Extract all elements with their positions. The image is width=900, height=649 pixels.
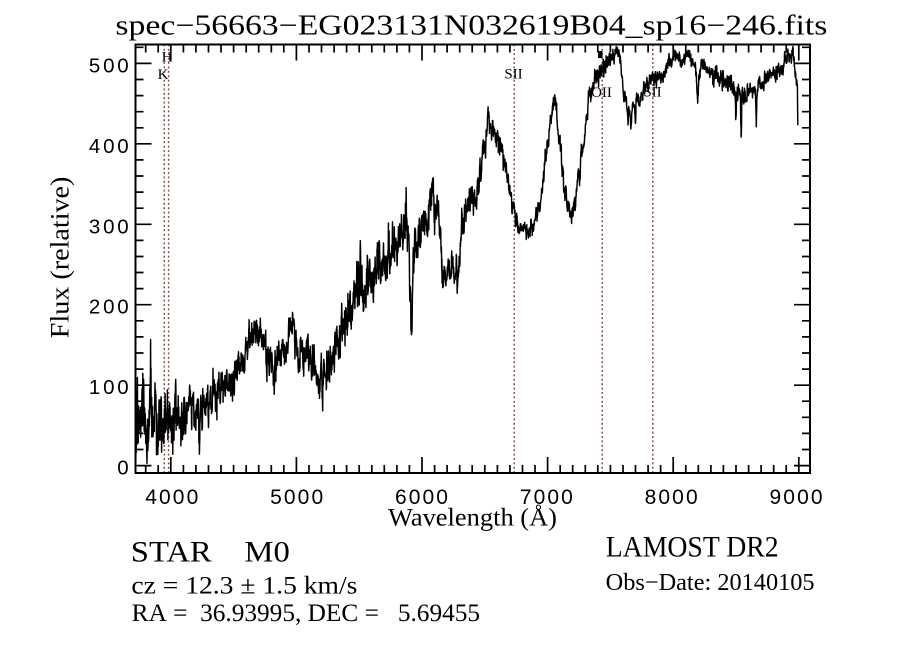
svg-text:cz = 12.3 ± 1.5 km/s: cz = 12.3 ± 1.5 km/s [131,573,357,600]
svg-text:9000: 9000 [770,486,825,509]
svg-text:LAMOST DR2: LAMOST DR2 [606,531,779,564]
svg-text:H: H [162,50,173,66]
svg-text:5000: 5000 [270,486,325,509]
svg-text:Obs−Date: 20140105: Obs−Date: 20140105 [606,570,815,596]
svg-text:4000: 4000 [145,486,200,509]
svg-text:Flux (relative): Flux (relative) [46,177,75,339]
svg-text:SII: SII [504,67,522,83]
svg-text:6000: 6000 [395,486,450,509]
svg-text:RA = 36.93995, DEC = 5.6945: RA = 36.93995, DEC = 5.69455 [132,600,480,627]
svg-text:400: 400 [89,135,132,158]
svg-text:7000: 7000 [520,486,575,509]
svg-text:K: K [158,67,169,83]
svg-text:300: 300 [89,215,132,238]
svg-text:8000: 8000 [645,486,700,509]
svg-text:200: 200 [89,296,132,319]
svg-text:0: 0 [117,457,131,480]
svg-text:500: 500 [89,54,132,77]
svg-text:spec−56663−EG023131N032619B04_: spec−56663−EG023131N032619B04_sp16−246.f… [115,11,827,42]
svg-text:100: 100 [89,376,132,399]
svg-text:SII: SII [643,85,661,101]
svg-text:OII: OII [591,85,612,101]
svg-text:STAR M0: STAR M0 [131,536,290,569]
svg-text:Wavelength (Å): Wavelength (Å) [388,505,557,532]
